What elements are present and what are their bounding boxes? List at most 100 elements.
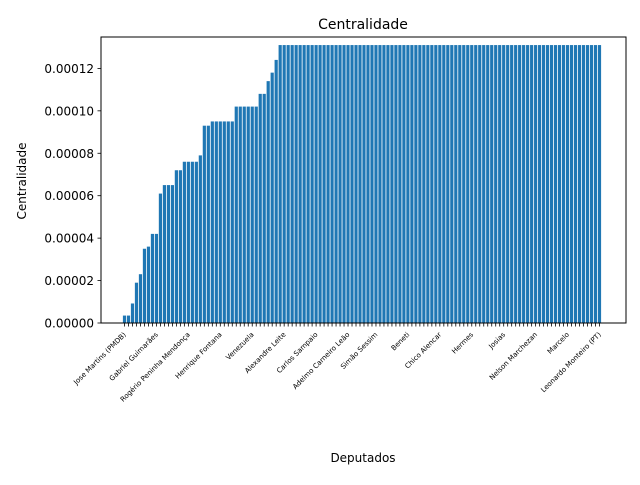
bar — [462, 45, 466, 324]
bar — [581, 45, 586, 324]
y-tick-label: 0.00012 — [44, 62, 94, 76]
y-tick-label: 0.00010 — [44, 104, 94, 118]
bar — [589, 45, 594, 324]
bar — [478, 45, 482, 324]
bar — [334, 45, 338, 324]
bar — [402, 45, 406, 324]
bar — [573, 45, 578, 324]
bar — [230, 121, 234, 323]
bar — [302, 45, 306, 324]
bar — [561, 45, 566, 324]
bar — [170, 185, 174, 323]
bar — [322, 45, 326, 324]
bar — [366, 45, 370, 324]
bar — [394, 45, 398, 324]
bar — [262, 93, 266, 323]
bar — [362, 45, 366, 324]
bar — [318, 45, 322, 324]
bar — [530, 45, 534, 324]
y-axis-label: Centralidade — [15, 143, 29, 220]
bar — [534, 45, 538, 324]
bar — [593, 45, 598, 324]
bar — [418, 45, 422, 324]
bar — [330, 45, 334, 324]
bar — [538, 45, 542, 324]
bar — [410, 45, 414, 324]
bar — [154, 233, 159, 323]
y-tick-label: 0.00008 — [44, 147, 94, 161]
y-tick-label: 0.00004 — [44, 232, 94, 246]
bar — [506, 45, 510, 324]
bar — [298, 45, 302, 324]
bar — [326, 45, 330, 324]
bar — [526, 45, 530, 324]
bar — [550, 45, 554, 324]
bar — [494, 45, 498, 324]
bar — [202, 125, 206, 323]
bar — [422, 45, 426, 324]
bar — [190, 161, 194, 323]
bar — [122, 315, 127, 323]
bar — [446, 45, 450, 324]
bar — [214, 121, 218, 323]
bar — [194, 161, 198, 323]
bar — [597, 45, 602, 324]
bar — [182, 161, 186, 323]
bar — [470, 45, 474, 324]
bar — [565, 45, 570, 324]
bar — [438, 45, 442, 324]
bar — [246, 106, 250, 323]
bar — [166, 185, 170, 323]
bar — [198, 155, 202, 323]
bar — [206, 125, 210, 323]
bar — [266, 81, 270, 323]
bar — [454, 45, 458, 324]
bar — [274, 59, 278, 323]
y-tick-label: 0.00006 — [44, 189, 94, 203]
bar — [378, 45, 382, 324]
bar — [502, 45, 506, 324]
bar — [557, 45, 562, 324]
bar — [386, 45, 390, 324]
bar — [514, 45, 518, 324]
bar — [210, 121, 214, 323]
bars-layer — [122, 45, 602, 324]
bar — [178, 170, 182, 323]
bar — [158, 193, 163, 323]
bar — [278, 45, 282, 324]
bar — [342, 45, 346, 324]
bar — [218, 121, 222, 323]
bar — [486, 45, 490, 324]
bar — [382, 45, 386, 324]
bar — [258, 93, 262, 323]
bar — [150, 233, 155, 323]
bar — [162, 185, 167, 323]
chart-title: Centralidade — [318, 17, 408, 33]
bar — [174, 170, 178, 323]
bar — [126, 315, 131, 323]
bar — [354, 45, 358, 324]
bar — [186, 161, 190, 323]
y-axis-ticks: 0.00000 0.00002 0.00004 0.00006 0.00008 0.000… — [44, 62, 101, 331]
bar — [222, 121, 226, 323]
bar — [338, 45, 342, 324]
x-axis-label: Deputados — [330, 451, 395, 465]
bar — [242, 106, 246, 323]
bar — [498, 45, 502, 324]
bar — [426, 45, 430, 324]
bar — [374, 45, 378, 324]
bar — [238, 106, 242, 323]
bar — [542, 45, 546, 324]
bar — [130, 303, 135, 323]
bar — [490, 45, 494, 324]
bar — [474, 45, 478, 324]
bar — [585, 45, 590, 324]
bar — [226, 121, 230, 323]
bar — [350, 45, 354, 324]
bar — [306, 45, 310, 324]
bar — [434, 45, 438, 324]
bar — [546, 45, 550, 324]
bar — [134, 282, 139, 323]
bar — [414, 45, 418, 324]
